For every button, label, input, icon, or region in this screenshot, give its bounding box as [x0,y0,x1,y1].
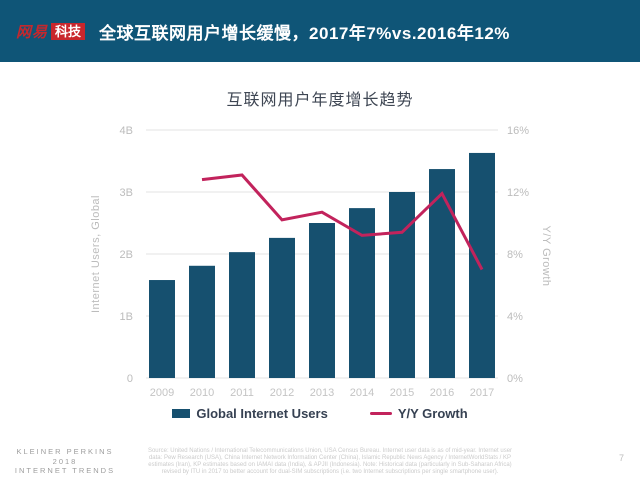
source-line: revised by ITU in 2017 to better account… [161,469,499,475]
source-line: data: Pew Research (USA), China Internet… [148,455,512,461]
netease-logo-text: 网易 [16,23,49,41]
page-number: 7 [618,453,624,463]
x-tick-label: 2016 [430,387,454,399]
right-tick-label: 0% [507,373,523,385]
brand-line: 2018 [52,456,78,466]
right-axis-title: Y/Y Growth [540,225,552,287]
x-tick-label: 2013 [310,387,334,399]
bar-2009 [149,280,175,378]
bar-2011 [229,252,255,378]
bar-2015 [389,192,415,378]
source-line: Source: United Nations / International T… [147,448,513,454]
x-tick-label: 2012 [270,387,294,399]
legend-label-users: Global Internet Users [196,406,328,421]
bar-2012 [269,237,295,378]
x-tick-label: 2015 [390,387,414,399]
legend-swatch-line [369,412,392,415]
source-note: Source: United Nations / International T… [130,448,530,476]
legend-item-growth: Y/Y Growth [369,406,468,421]
left-tick-label: 4B [120,125,133,137]
x-tick-label: 2011 [230,387,254,399]
brand-line: INTERNET TRENDS [14,466,116,475]
right-tick-label: 8% [507,249,523,261]
right-tick-label: 4% [507,311,523,323]
left-tick-label: 0 [127,373,133,385]
slide-headline: 全球互联网用户增长缓慢，2017年7%vs.2016年12% [99,23,510,43]
bar-2013 [309,223,335,378]
x-tick-label: 2017 [470,387,494,399]
bar-2017 [469,152,495,378]
kleiner-perkins-brand: KLEINER PERKINS 2018 INTERNET TRENDS [8,447,122,476]
bar-line-chart: 4B 16% 3B 12% 2B 8% 1B 4% 0 0% 2009 2010 2011 2012 201… [120,125,530,399]
chart-title: 互联网用户年度增长趋势 [226,92,414,109]
left-tick-label: 3B [120,187,133,199]
legend-swatch-bar [172,409,191,418]
netease-tech-logo: 网易 科技 [16,21,86,42]
legend-item-users: Global Internet Users [172,406,328,421]
left-tick-label: 2B [120,249,133,261]
left-axis-title: Internet Users, Global [90,195,102,313]
x-tick-label: 2014 [350,387,374,399]
source-line: estimates (Iran), KP estimates based on … [148,462,512,468]
tech-logo-badge: 科技 [51,22,86,40]
brand-line: KLEINER PERKINS [16,447,114,456]
legend-label-growth: Y/Y Growth [397,406,468,421]
chart-legend: Global Internet Users Y/Y Growth [80,406,560,421]
bar-2010 [189,265,215,378]
growth-line [201,173,484,271]
header-bar: 网易 科技 全球互联网用户增长缓慢，2017年7%vs.2016年12% [0,0,640,62]
left-tick-label: 1B [120,311,133,323]
x-tick-label: 2010 [190,387,214,399]
right-tick-label: 12% [507,187,529,199]
right-tick-label: 16% [507,125,529,137]
x-tick-label: 2009 [150,387,174,399]
